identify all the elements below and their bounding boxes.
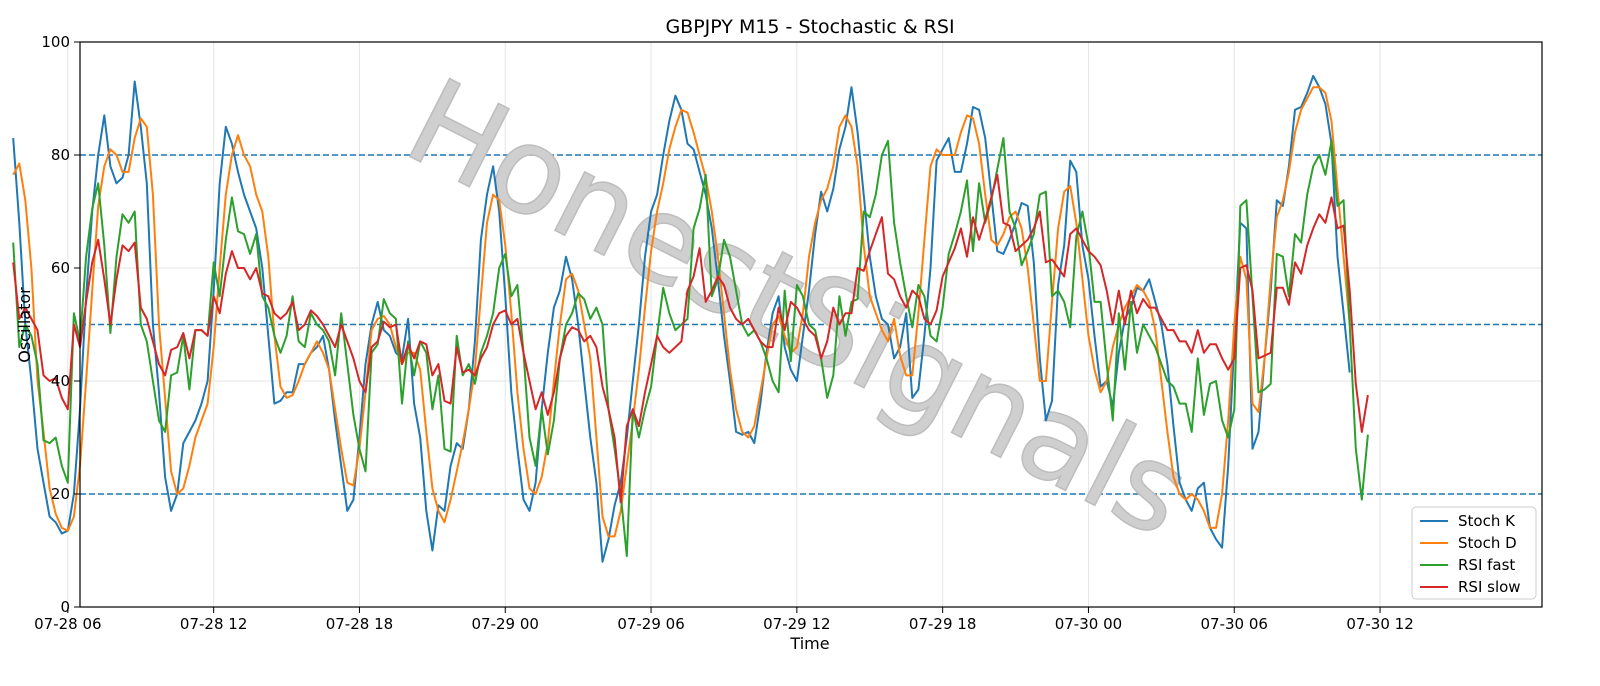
x-tick-label: 07-28 12 (180, 615, 247, 633)
x-tick-label: 07-30 00 (1055, 615, 1122, 633)
y-axis: 0 20 40 60 80 100 (41, 33, 80, 616)
chart-title: GBPJPY M15 - Stochastic & RSI (665, 16, 954, 38)
y-tick-label: 60 (51, 259, 70, 277)
x-tick-label: 07-30 06 (1201, 615, 1268, 633)
series-lines (12, 74, 1369, 563)
legend-box (1411, 506, 1537, 600)
y-tick-label: 40 (51, 372, 70, 390)
plot-frame (79, 41, 1543, 608)
x-tick-label: 07-29 12 (763, 615, 830, 633)
y-tick-label: 20 (51, 485, 70, 503)
legend-label-stoch-d: Stoch D (1458, 534, 1517, 552)
x-tick-label: 07-29 00 (472, 615, 539, 633)
x-tick-label: 07-29 18 (909, 615, 976, 633)
x-axis: 07-28 06 07-28 12 07-28 18 07-29 00 07-29 06… (34, 607, 1414, 633)
x-tick-label: 07-28 06 (34, 615, 101, 633)
series-line-rsi-fast (12, 137, 1369, 558)
legend-label-rsi-slow: RSI slow (1458, 578, 1521, 596)
legend-label-stoch-k: Stoch K (1458, 512, 1516, 530)
y-axis-label: Oscillator (15, 287, 34, 363)
x-tick-label: 07-28 18 (326, 615, 393, 633)
series-line-rsi-slow (12, 173, 1369, 504)
y-tick-label: 0 (60, 598, 70, 616)
series-line-stoch-d (12, 86, 1351, 538)
y-tick-label: 80 (51, 146, 70, 164)
legend: Stoch K Stoch D RSI fast RSI slow (1411, 506, 1537, 600)
legend-label-rsi-fast: RSI fast (1458, 556, 1515, 574)
y-tick-label: 100 (41, 33, 70, 51)
x-tick-label: 07-30 12 (1346, 615, 1413, 633)
x-axis-label: Time (789, 634, 829, 653)
x-tick-label: 07-29 06 (617, 615, 684, 633)
